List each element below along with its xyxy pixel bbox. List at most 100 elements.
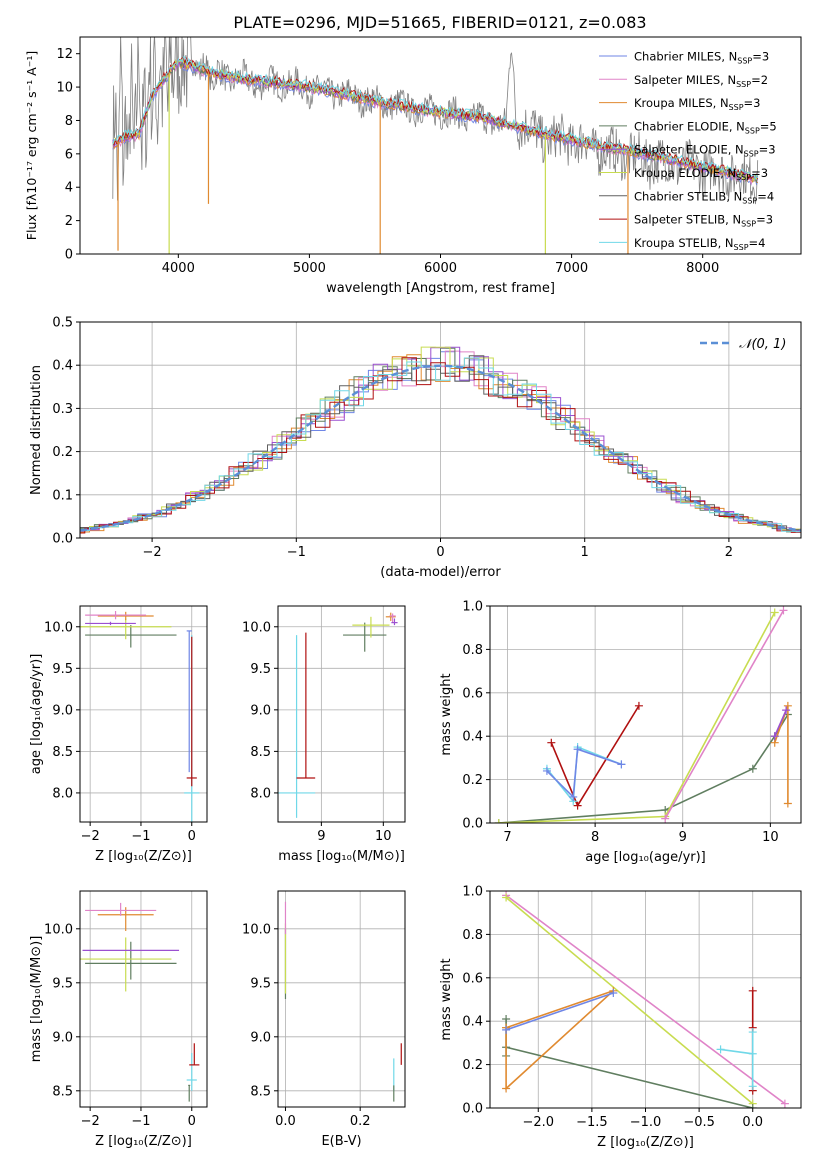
weight-marker bbox=[609, 988, 618, 997]
y-tick-label: 9.0 bbox=[52, 1030, 73, 1045]
y-tick-label: 2 bbox=[65, 214, 73, 229]
weight-marker bbox=[748, 764, 757, 773]
x-axis-label: Z [log₁₀(Z/Z⊙)] bbox=[95, 1134, 192, 1149]
y-tick-label: 9.0 bbox=[250, 1030, 271, 1045]
y-tick-label: 8 bbox=[65, 114, 73, 129]
x-tick-label: 7 bbox=[503, 830, 511, 845]
weight-marker bbox=[716, 1045, 725, 1054]
x-tick-label: 0 bbox=[436, 545, 444, 560]
y-tick-label: 9.0 bbox=[250, 703, 271, 718]
y-tick-label: 1.0 bbox=[462, 600, 483, 615]
errorbars bbox=[284, 901, 402, 1102]
y-tick-label: 0.8 bbox=[462, 643, 483, 658]
weight-marker bbox=[569, 792, 578, 801]
age-vs-z-panel: −2 −1 0 8.0 8.5 9.0 9.5 10.0 Z [log₁₀(Z/Z⊙)] age … bbox=[29, 605, 208, 864]
x-axis-label: Z [log₁₀(Z/Z⊙)] bbox=[95, 849, 192, 864]
y-tick-label: 10 bbox=[56, 81, 73, 96]
y-tick-label: 8.5 bbox=[52, 745, 73, 760]
residual-histogram bbox=[80, 355, 801, 534]
y-tick-label: 0.2 bbox=[462, 773, 483, 788]
y-tick-label: 0.5 bbox=[52, 316, 73, 331]
x-tick-label: −1 bbox=[131, 829, 150, 844]
weight-marker bbox=[573, 745, 582, 754]
y-axis-label: Flux [fλ10⁻¹⁷ erg cm⁻² s⁻¹ A⁻¹] bbox=[24, 51, 39, 240]
residuals-steps bbox=[80, 346, 801, 534]
y-tick-label: 8.5 bbox=[250, 1084, 271, 1099]
weight-line bbox=[664, 609, 785, 820]
x-tick-label: 1 bbox=[581, 545, 589, 560]
y-tick-label: 0.2 bbox=[462, 1058, 483, 1073]
weight-marker bbox=[502, 1084, 511, 1093]
weight-line bbox=[720, 1032, 754, 1087]
legend-label: Salpeter STELIB, NSSP=3 bbox=[634, 213, 773, 229]
weight-marker bbox=[748, 1082, 757, 1091]
x-tick-label: 0 bbox=[188, 829, 196, 844]
x-tick-label: 9 bbox=[679, 830, 687, 845]
x-tick-label: 0.2 bbox=[350, 1114, 371, 1129]
y-tick-label: 0.6 bbox=[462, 971, 483, 986]
age-vs-mass-panel: 9 10 8.0 8.5 9.0 9.5 10.0 mass [log₁₀(M/M⊙)] bbox=[242, 605, 406, 864]
figure-title: PLATE=0296, MJD=51665, FIBERID=0121, z=0… bbox=[233, 13, 646, 32]
x-axis-label: wavelength [Angstrom, rest frame] bbox=[326, 281, 555, 296]
y-tick-label: 9.5 bbox=[52, 976, 73, 991]
y-tick-label: 4 bbox=[65, 181, 73, 196]
x-tick-label: 8000 bbox=[686, 261, 719, 276]
y-tick-label: 0.6 bbox=[462, 686, 483, 701]
x-tick-label: 0.0 bbox=[275, 1114, 296, 1129]
weight-lines bbox=[494, 606, 792, 823]
y-tick-label: 0.0 bbox=[462, 1102, 483, 1117]
y-tick-label: 0.8 bbox=[462, 928, 483, 943]
x-axis-label: age [log₁₀(age/yr)] bbox=[585, 850, 706, 865]
errorbars bbox=[80, 902, 200, 1102]
weight-marker bbox=[770, 608, 779, 617]
plot-frame bbox=[489, 890, 802, 1109]
x-tick-label: −1.0 bbox=[630, 1115, 662, 1130]
y-tick-label: 8.5 bbox=[250, 745, 271, 760]
y-tick-label: 0.0 bbox=[462, 817, 483, 832]
weight-line bbox=[546, 748, 622, 799]
weight-marker bbox=[547, 738, 556, 747]
y-tick-label: 0.4 bbox=[462, 730, 483, 745]
x-tick-label: 10 bbox=[375, 829, 392, 844]
plot-frame bbox=[277, 890, 406, 1108]
mass-vs-z-panel: −2 −1 0 8.5 9.0 9.5 10.0 Z [log₁₀(Z/Z⊙)] mass [l… bbox=[29, 890, 208, 1149]
weight-marker bbox=[502, 893, 511, 902]
weight-line bbox=[773, 709, 787, 737]
y-tick-label: 8.0 bbox=[250, 786, 271, 801]
gaussian-curve bbox=[80, 364, 801, 532]
weight-marker bbox=[748, 1104, 757, 1108]
y-tick-label: 0.4 bbox=[462, 1015, 483, 1030]
x-tick-label: 5000 bbox=[293, 261, 326, 276]
weight-marker bbox=[783, 701, 792, 710]
legend-label: Chabrier MILES, NSSP=3 bbox=[634, 50, 769, 66]
weight-line bbox=[505, 894, 786, 1105]
x-tick-label: 6000 bbox=[424, 261, 457, 276]
weight-line bbox=[505, 990, 614, 1091]
weight-marker bbox=[780, 1099, 789, 1108]
plot-frame bbox=[79, 321, 802, 539]
y-tick-label: 0 bbox=[65, 248, 73, 263]
spectrum-panel: 4000 5000 6000 7000 8000 0 2 4 6 8 10 12 wavelength … bbox=[24, 36, 802, 296]
residual-histogram bbox=[80, 357, 801, 533]
x-tick-label: −1.5 bbox=[576, 1115, 608, 1130]
weight-marker bbox=[779, 606, 788, 615]
y-tick-label: 1.0 bbox=[462, 885, 483, 900]
x-tick-label: 10 bbox=[762, 830, 779, 845]
x-tick-label: −2.0 bbox=[522, 1115, 554, 1130]
y-tick-label: 9.5 bbox=[52, 662, 73, 677]
legend-label: Chabrier ELODIE, NSSP=5 bbox=[634, 119, 777, 135]
weight-line bbox=[498, 714, 789, 823]
y-tick-label: 8.0 bbox=[52, 786, 73, 801]
x-tick-label: −0.5 bbox=[683, 1115, 715, 1130]
weight-marker bbox=[617, 760, 626, 769]
plot-frame bbox=[277, 605, 406, 823]
weight-line bbox=[505, 992, 614, 1031]
y-tick-label: 9.5 bbox=[250, 662, 271, 677]
weight-marker bbox=[748, 1049, 757, 1058]
plot-frame bbox=[79, 605, 208, 823]
errorbars bbox=[80, 610, 200, 822]
x-tick-label: 0.0 bbox=[742, 1115, 763, 1130]
y-axis-label: mass weight bbox=[439, 958, 454, 1040]
legend-label: Salpeter MILES, NSSP=2 bbox=[634, 73, 768, 89]
